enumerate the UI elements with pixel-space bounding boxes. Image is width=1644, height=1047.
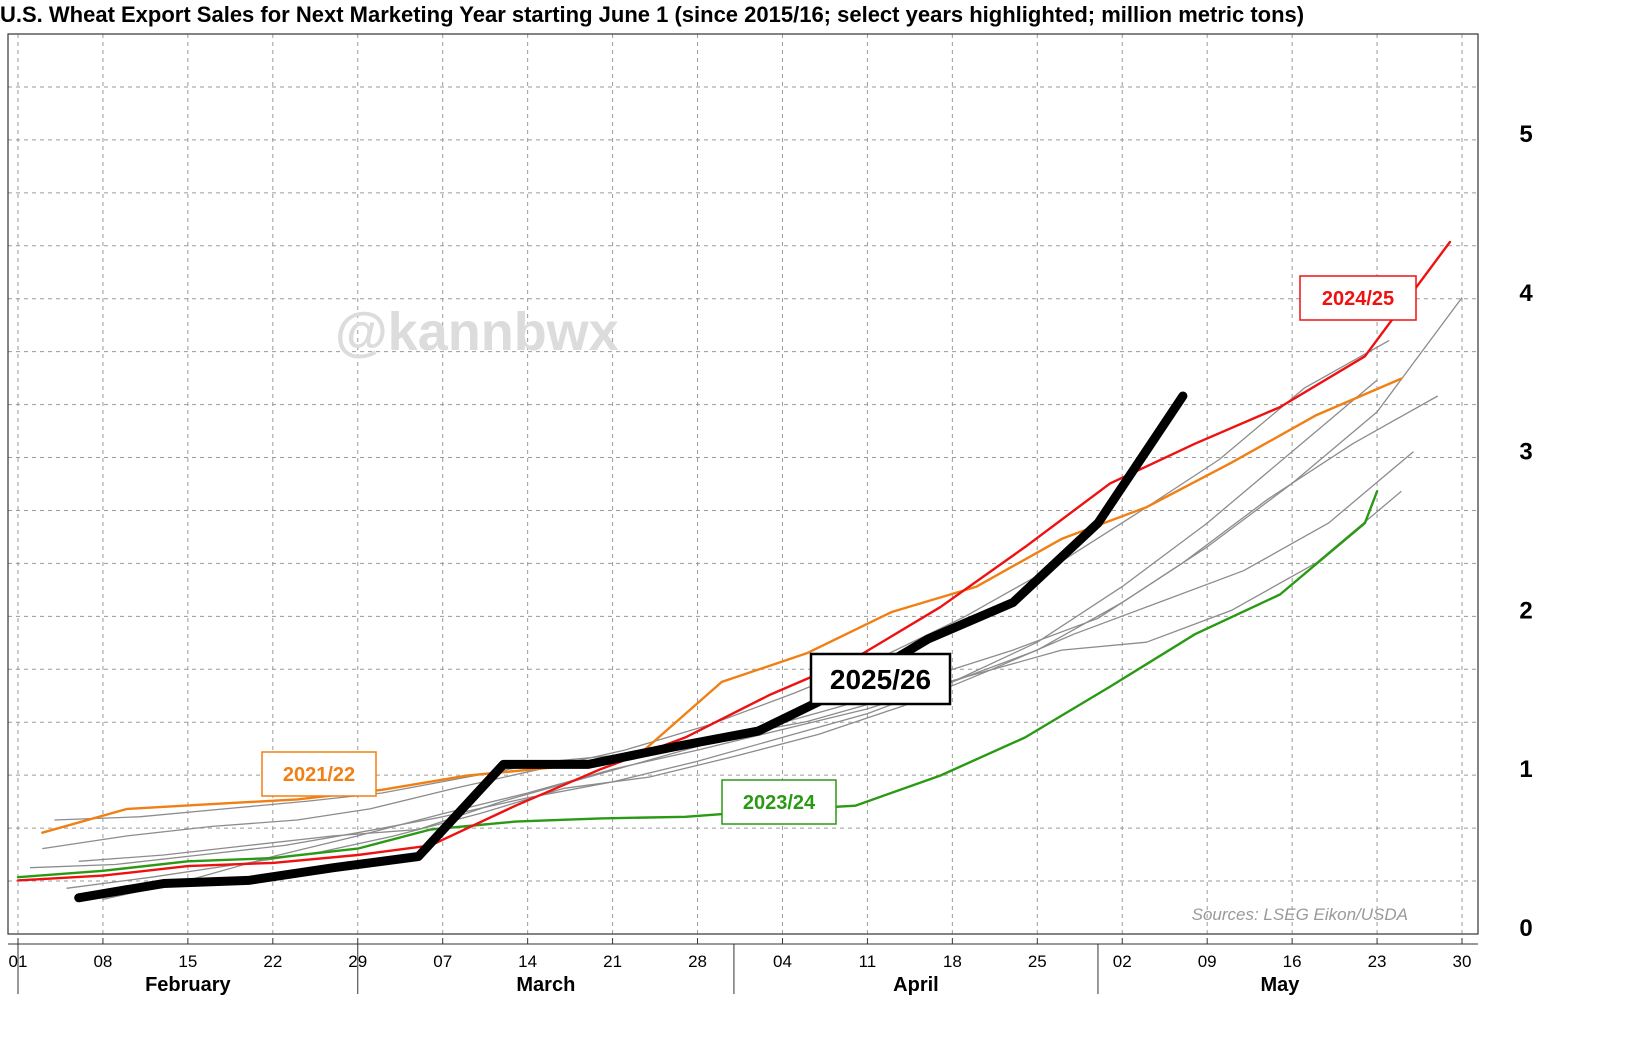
x-tick-label: 09 [1198, 952, 1217, 971]
source-note: Sources: LSEG Eikon/USDA [1192, 905, 1408, 924]
x-tick-label: 04 [773, 952, 792, 971]
month-label: March [516, 974, 575, 996]
label-text-2021-22: 2021/22 [283, 764, 355, 786]
chart-title: U.S. Wheat Export Sales for Next Marketi… [0, 2, 1305, 27]
x-tick-label: 14 [518, 952, 537, 971]
month-label: May [1261, 974, 1301, 996]
x-tick-label: 11 [859, 952, 877, 971]
x-tick-label: 18 [943, 952, 962, 971]
x-tick-label: 28 [688, 952, 707, 971]
series-labels: 2021/22 2023/24 2024/25 2025/26 [261, 275, 1417, 825]
x-axis: 01 08 15 22 29 07 14 21 28 04 11 18 25 02 09 16 23 30Febr… [8, 938, 1478, 996]
x-tick-label: 08 [93, 952, 112, 971]
x-tick-label: 07 [433, 952, 452, 971]
x-tick-label: 16 [1283, 952, 1302, 971]
label-text-2024-25: 2024/25 [1322, 288, 1394, 310]
x-tick-label: 23 [1368, 952, 1387, 971]
y-tick-label: 4 [1519, 280, 1533, 307]
series-line-other-4 [102, 297, 1463, 901]
y-tick-label: 2 [1519, 597, 1532, 624]
x-tick-label: 25 [1028, 952, 1047, 971]
x-tick-label: 30 [1453, 952, 1472, 971]
y-tick-label: 1 [1519, 756, 1532, 783]
x-tick-label: 15 [178, 952, 197, 971]
y-tick-label: 0 [1519, 915, 1532, 942]
label-text-2025-26: 2025/26 [830, 664, 931, 695]
series-line-2024-25 [16, 240, 1452, 882]
label-text-2023-24: 2023/24 [743, 792, 816, 814]
series-line-other-2 [54, 490, 1402, 821]
month-label: February [145, 974, 231, 996]
watermark: @kannbwx [335, 302, 619, 362]
month-label: April [893, 974, 939, 996]
label-box-2023-24 [721, 779, 837, 825]
y-axis: 0 1 2 3 4 5 [1519, 121, 1533, 942]
x-tick-label: 02 [1113, 952, 1132, 971]
series-line-other-6 [30, 379, 1378, 869]
series-line-2021-22 [41, 377, 1403, 834]
label-box-2025-26 [809, 652, 952, 706]
y-tick-label: 5 [1519, 121, 1532, 148]
y-tick-label: 3 [1519, 439, 1532, 466]
label-box-2024-25 [1299, 275, 1417, 321]
x-tick-label: 21 [603, 952, 622, 971]
series-line-other-5 [42, 339, 1390, 850]
label-box-2021-22 [261, 751, 377, 797]
series-line-2025-26 [74, 391, 1188, 903]
x-tick-label: 22 [263, 952, 282, 971]
plot-frame [7, 33, 1479, 935]
